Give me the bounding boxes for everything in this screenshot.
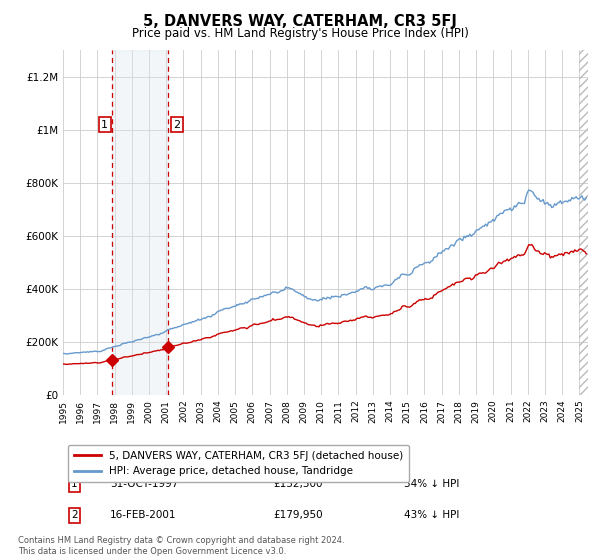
Text: 2: 2 bbox=[71, 510, 78, 520]
Legend: 5, DANVERS WAY, CATERHAM, CR3 5FJ (detached house), HPI: Average price, detached: 5, DANVERS WAY, CATERHAM, CR3 5FJ (detac… bbox=[68, 445, 409, 483]
Text: Contains HM Land Registry data © Crown copyright and database right 2024.
This d: Contains HM Land Registry data © Crown c… bbox=[18, 536, 344, 556]
Text: 1: 1 bbox=[101, 120, 109, 129]
Text: 2: 2 bbox=[173, 120, 181, 129]
Text: 34% ↓ HPI: 34% ↓ HPI bbox=[404, 479, 460, 489]
Text: 43% ↓ HPI: 43% ↓ HPI bbox=[404, 510, 460, 520]
Text: 5, DANVERS WAY, CATERHAM, CR3 5FJ: 5, DANVERS WAY, CATERHAM, CR3 5FJ bbox=[143, 14, 457, 29]
Text: 16-FEB-2001: 16-FEB-2001 bbox=[110, 510, 177, 520]
Bar bbox=[112, 50, 169, 395]
Bar bbox=[580, 50, 588, 395]
Text: 1: 1 bbox=[71, 479, 78, 489]
Text: 31-OCT-1997: 31-OCT-1997 bbox=[110, 479, 179, 489]
Text: Price paid vs. HM Land Registry's House Price Index (HPI): Price paid vs. HM Land Registry's House … bbox=[131, 27, 469, 40]
Text: £132,500: £132,500 bbox=[273, 479, 323, 489]
Text: £179,950: £179,950 bbox=[273, 510, 323, 520]
